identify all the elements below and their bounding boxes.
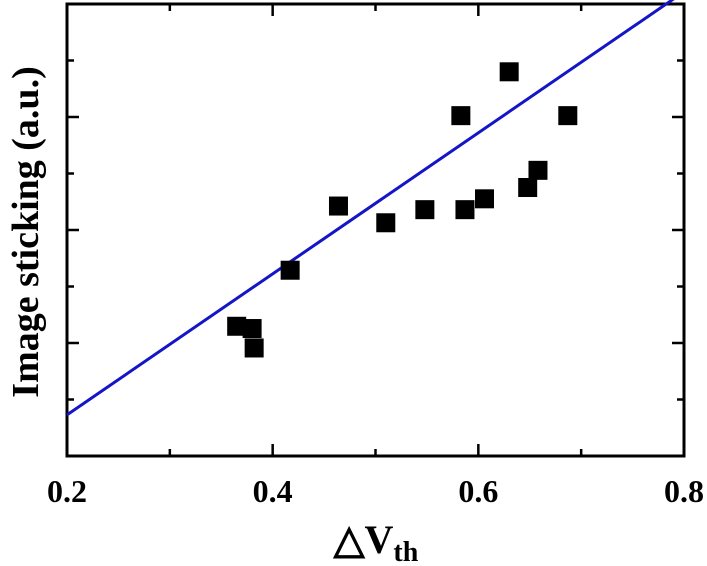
data-point (528, 160, 548, 180)
data-point (280, 260, 300, 280)
axis-ticks (65, 4, 686, 456)
data-point (475, 189, 495, 209)
data-point (451, 106, 471, 126)
data-point (558, 106, 578, 126)
plot-frame (65, 2, 686, 458)
x-axis-title-subscript: th (393, 537, 418, 566)
data-points (227, 62, 578, 358)
x-tick-labels: 0.2 0.4 0.6 0.8 (47, 473, 704, 509)
data-point (328, 196, 348, 216)
x-tick-label: 0.4 (253, 473, 293, 509)
data-point (415, 200, 435, 220)
y-axis-title: Image sticking (a.u.) (5, 66, 47, 397)
x-tick-label: 0.8 (664, 473, 704, 509)
data-point (244, 338, 264, 358)
x-tick-label: 0.2 (47, 473, 87, 509)
data-point (376, 213, 396, 233)
fit-line (66, 0, 675, 417)
x-tick-label: 0.6 (458, 473, 498, 509)
data-point (499, 62, 519, 82)
data-point (518, 178, 538, 198)
x-axis-title: △Vth (333, 517, 419, 566)
fit-line-layer (66, 0, 675, 417)
data-point (242, 319, 262, 339)
data-point (455, 200, 475, 220)
x-axis-title-main: △V (333, 517, 394, 562)
data-point (227, 316, 247, 336)
